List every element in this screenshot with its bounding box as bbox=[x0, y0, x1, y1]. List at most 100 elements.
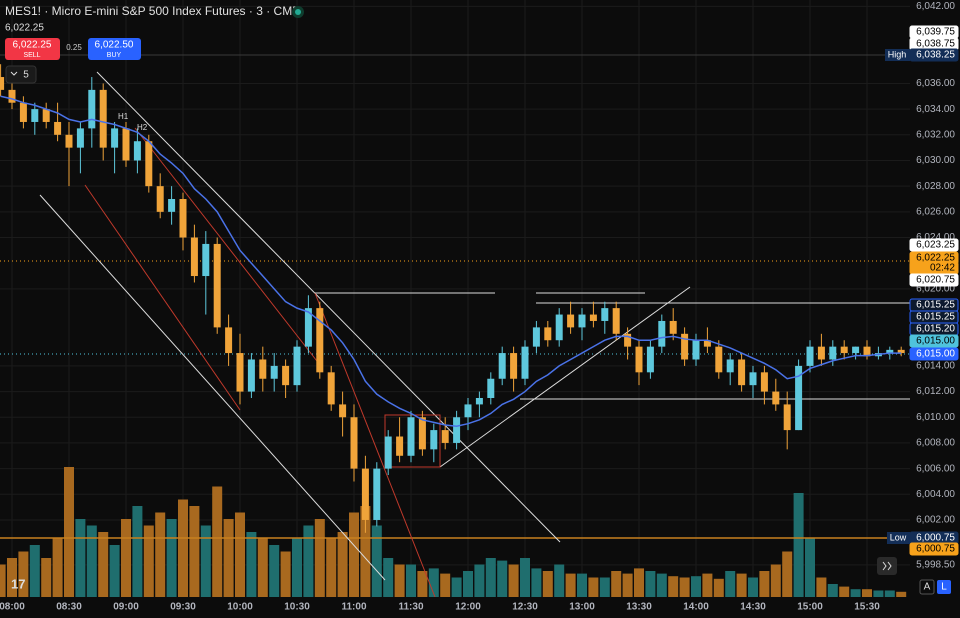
volume-bar bbox=[725, 571, 736, 597]
candle-body bbox=[168, 199, 176, 212]
candle-body bbox=[738, 359, 746, 386]
candle-body bbox=[544, 327, 552, 341]
volume-bar bbox=[770, 564, 781, 597]
candle-body bbox=[42, 109, 50, 122]
candle-body bbox=[293, 346, 301, 386]
indicator-toggle[interactable] bbox=[5, 65, 37, 84]
candle-body bbox=[498, 353, 506, 379]
volume-bar bbox=[223, 519, 234, 597]
volume-bar bbox=[314, 519, 325, 597]
volume-bar bbox=[337, 532, 348, 597]
candle-body bbox=[236, 353, 244, 392]
volume-bar bbox=[691, 576, 701, 597]
annotation: H1 bbox=[118, 112, 129, 121]
symbol-title: MES1! · Micro E-mini S&P 500 Index Futur… bbox=[5, 4, 300, 18]
candle-body bbox=[760, 372, 768, 392]
volume-bar bbox=[508, 564, 519, 597]
volume-bar bbox=[759, 571, 770, 597]
candle-body bbox=[817, 346, 825, 360]
candles bbox=[0, 64, 905, 533]
sell-label[interactable]: SELL bbox=[23, 52, 40, 59]
log-label[interactable]: L bbox=[941, 582, 947, 593]
low-tag bbox=[887, 532, 910, 544]
y-tick-label: 6,026.00 bbox=[916, 206, 955, 217]
candle-body bbox=[532, 327, 540, 347]
sell-button[interactable] bbox=[5, 38, 60, 60]
auto-label[interactable]: A bbox=[924, 582, 931, 593]
volume-bar bbox=[64, 467, 74, 597]
low-label: Low bbox=[890, 532, 907, 542]
buy-label[interactable]: BUY bbox=[107, 52, 122, 59]
volume-bar bbox=[565, 573, 576, 597]
volume-bar bbox=[839, 586, 850, 597]
candle-body bbox=[8, 89, 16, 103]
x-tick-label: 08:30 bbox=[56, 602, 82, 613]
candle-body bbox=[601, 308, 609, 321]
candle-body bbox=[453, 417, 461, 443]
volume-bar bbox=[736, 573, 747, 597]
log-button[interactable] bbox=[937, 580, 951, 594]
x-tick-label: 14:00 bbox=[683, 602, 709, 613]
candle-body bbox=[190, 237, 198, 277]
volume-bar bbox=[588, 577, 599, 597]
y-tick-label: 6,004.00 bbox=[916, 489, 955, 500]
candle-body bbox=[624, 333, 632, 347]
volume-bar bbox=[360, 506, 371, 597]
volume-bar bbox=[189, 506, 200, 597]
volume-bar bbox=[86, 525, 97, 597]
volume-bar bbox=[896, 591, 907, 597]
volume-bar bbox=[485, 558, 496, 597]
indicator-count[interactable]: 5 bbox=[23, 70, 29, 81]
volume-bar bbox=[577, 573, 587, 597]
volume-bar bbox=[394, 564, 405, 597]
candle-body bbox=[464, 404, 472, 418]
volume-bar bbox=[143, 525, 154, 597]
x-tick-label: 10:00 bbox=[227, 602, 253, 613]
candle-body bbox=[145, 141, 153, 187]
volume-bar bbox=[349, 512, 359, 597]
volume-bar bbox=[406, 564, 416, 597]
volume-bar bbox=[200, 525, 211, 597]
sell-price[interactable]: 6,022.25 bbox=[13, 40, 52, 51]
auto-button[interactable] bbox=[919, 579, 935, 595]
volume-bar bbox=[622, 573, 633, 597]
price-tag-label: 6,000.75 bbox=[916, 533, 955, 544]
candle-body bbox=[430, 430, 438, 450]
trend-line bbox=[134, 127, 321, 366]
volume-bar bbox=[235, 512, 245, 597]
buy-price[interactable]: 6,022.50 bbox=[95, 40, 134, 51]
candle-body bbox=[19, 102, 27, 122]
volume-bar bbox=[520, 558, 530, 597]
volume-bar bbox=[793, 493, 804, 597]
y-tick-label: 5,998.50 bbox=[916, 560, 955, 571]
buy-button[interactable] bbox=[88, 38, 141, 60]
candle-body bbox=[635, 346, 643, 373]
y-tick-label: 6,042.00 bbox=[916, 1, 955, 12]
candle-body bbox=[646, 346, 654, 373]
x-tick-label: 12:00 bbox=[455, 602, 481, 613]
candle-body bbox=[88, 89, 96, 129]
candle-body bbox=[418, 417, 426, 450]
candle-body bbox=[772, 391, 780, 405]
candle-body bbox=[111, 128, 119, 148]
volume-bar bbox=[41, 558, 52, 597]
x-tick-label: 09:00 bbox=[113, 602, 139, 613]
scroll-button[interactable] bbox=[877, 557, 897, 575]
volume-bar bbox=[7, 558, 17, 597]
price-tag bbox=[909, 542, 959, 556]
candle-body bbox=[350, 417, 358, 469]
candle-body bbox=[122, 128, 130, 161]
volume-bar bbox=[440, 573, 451, 597]
candle-body bbox=[703, 340, 711, 347]
volume-bar bbox=[303, 525, 314, 597]
candle-body bbox=[863, 346, 871, 357]
x-tick-label: 15:00 bbox=[797, 602, 823, 613]
candle-body bbox=[31, 109, 39, 122]
candle-body bbox=[225, 327, 233, 354]
volume-bar bbox=[599, 577, 610, 597]
price-tag bbox=[909, 273, 959, 287]
volume-bar bbox=[428, 568, 439, 597]
volume-bar bbox=[474, 564, 485, 597]
y-tick-label: 6,002.00 bbox=[916, 515, 955, 526]
volume-bar bbox=[805, 538, 815, 597]
